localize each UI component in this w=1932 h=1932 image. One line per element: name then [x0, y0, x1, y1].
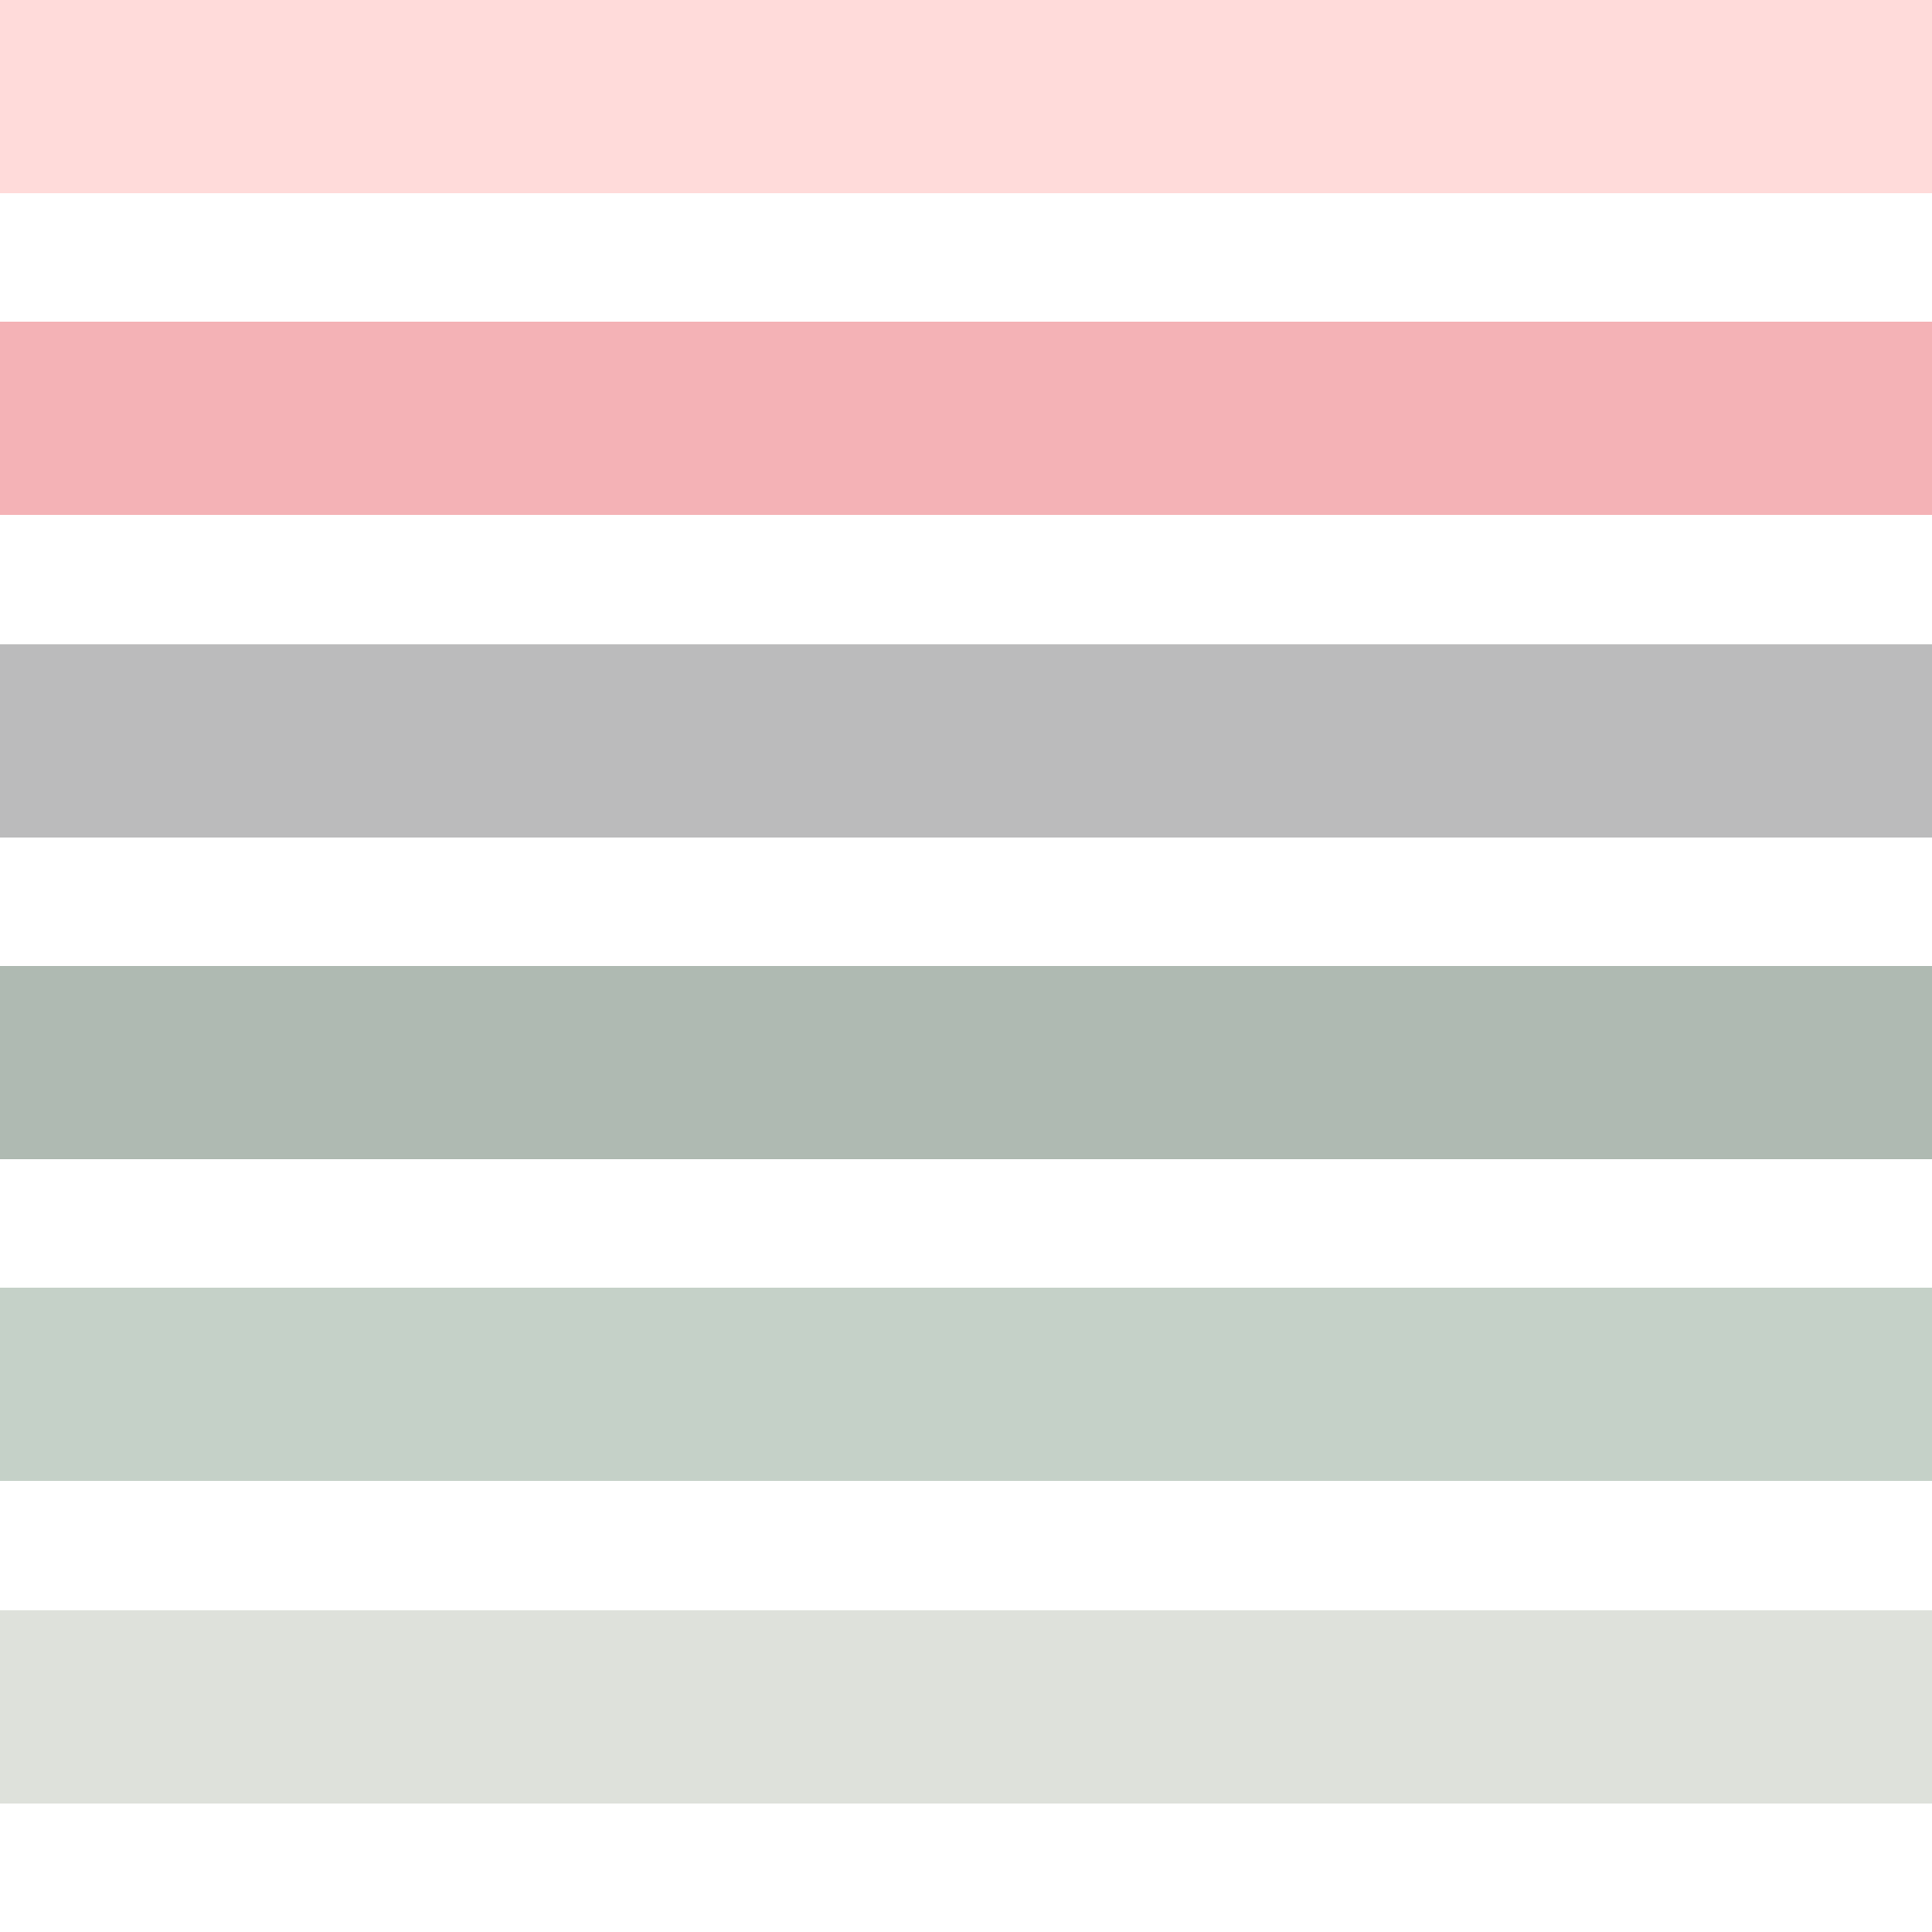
- stripe-sage-green: [0, 966, 1932, 1159]
- stripe-pale-gray-green: [0, 1610, 1932, 1804]
- stripe-gray: [0, 644, 1932, 838]
- stripe-mint-green: [0, 1288, 1932, 1481]
- stripe-rose-pink: [0, 322, 1932, 515]
- stripe-light-pink: [0, 0, 1932, 193]
